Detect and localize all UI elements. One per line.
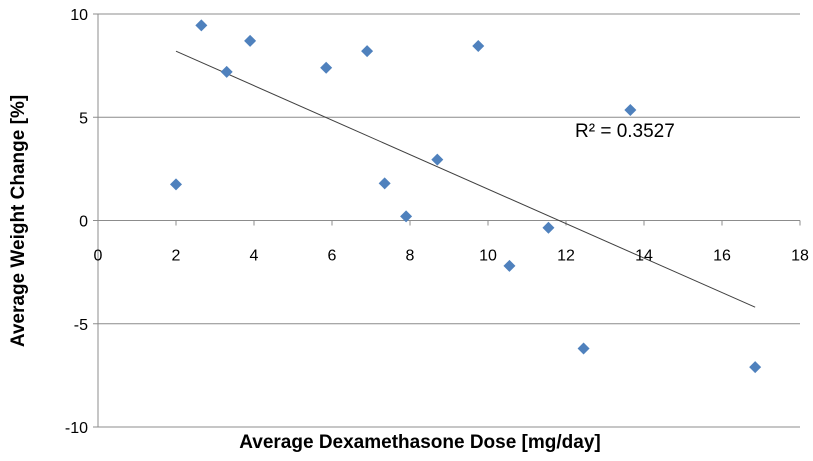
y-tick-label-0: -10 <box>65 420 88 437</box>
x-tick-label-1: 2 <box>172 248 181 265</box>
data-points <box>170 19 762 374</box>
x-tick-label-2: 4 <box>250 248 259 265</box>
data-point-6 <box>378 177 391 190</box>
x-tick-label-9: 18 <box>791 248 809 265</box>
data-point-4 <box>320 61 333 74</box>
data-point-5 <box>361 45 374 58</box>
data-point-9 <box>472 40 485 53</box>
x-tick-label-5: 10 <box>479 248 497 265</box>
trendline <box>175 50 756 308</box>
y-tick-label-1: -5 <box>74 317 88 334</box>
data-point-12 <box>577 342 590 355</box>
data-point-13 <box>624 104 637 117</box>
data-point-7 <box>400 210 413 223</box>
x-tick-label-8: 16 <box>713 248 731 265</box>
axes <box>93 13 801 428</box>
data-point-2 <box>220 65 233 78</box>
x-tick-label-3: 6 <box>328 248 337 265</box>
data-point-11 <box>542 221 555 234</box>
y-axis-title: Average Weight Change [%] <box>8 95 29 347</box>
x-tick-label-7: 14 <box>635 248 653 265</box>
x-tick-label-4: 8 <box>406 248 415 265</box>
r-squared-annotation: R² = 0.3527 <box>575 121 675 142</box>
data-point-10 <box>503 259 516 272</box>
tick-labels: -10 -5 0 5 10 0 2 4 6 8 10 12 14 16 18 <box>65 7 809 437</box>
data-point-8 <box>431 153 444 166</box>
y-tick-label-2: 0 <box>79 214 88 231</box>
x-axis-title: Average Dexamethasone Dose [mg/day] <box>239 432 600 453</box>
data-point-0 <box>170 178 182 191</box>
x-tick-label-0: 0 <box>94 248 103 265</box>
trendline-layer <box>175 50 756 308</box>
y-tick-label-4: 10 <box>70 7 88 24</box>
x-tick-label-6: 12 <box>557 248 575 265</box>
data-point-14 <box>749 361 762 374</box>
y-tick-label-3: 5 <box>79 110 88 127</box>
data-point-1 <box>195 19 208 32</box>
data-point-3 <box>244 34 257 47</box>
